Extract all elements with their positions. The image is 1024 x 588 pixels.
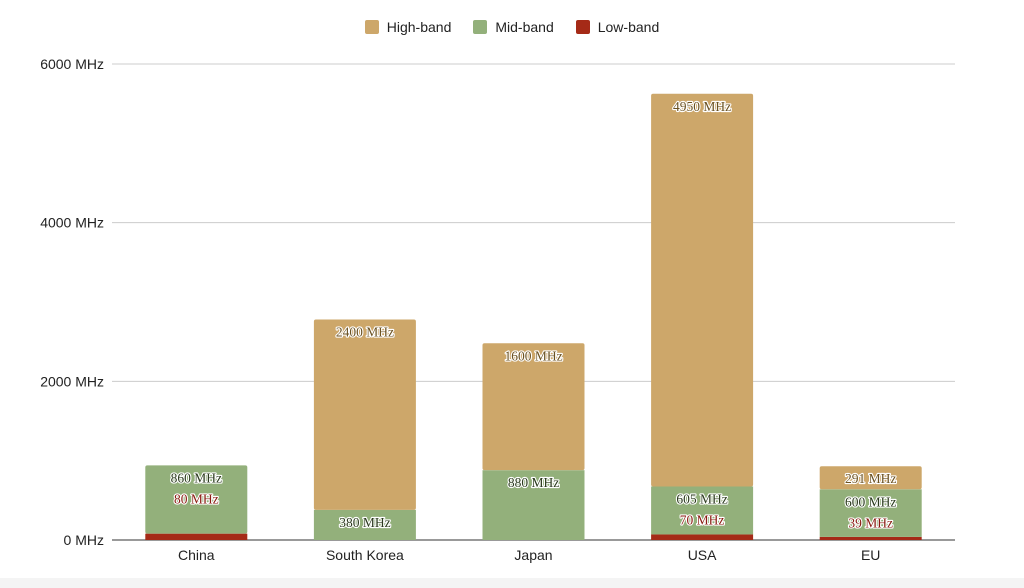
bar-segment-mid-band xyxy=(819,489,922,537)
legend-swatch-low-band xyxy=(575,20,590,34)
data-label-low-band: 70 MHz xyxy=(680,512,725,527)
bar-segment-low-band xyxy=(145,533,248,540)
footer-band xyxy=(0,578,1024,588)
x-tick-label: South Korea xyxy=(326,547,404,563)
bar-segment-high-band xyxy=(313,319,416,510)
chart-legend: High-band Mid-band Low-band xyxy=(0,19,1024,35)
bar-segment-high-band xyxy=(819,466,922,490)
legend-label-low-band: Low-band xyxy=(597,19,660,35)
legend-item-low-band: Low-band xyxy=(575,19,660,35)
x-tick-label: Japan xyxy=(514,547,552,563)
legend-item-mid-band: Mid-band xyxy=(473,19,554,35)
y-tick-label: 2000 MHz xyxy=(40,373,104,389)
data-label-high-band: 2400 MHz xyxy=(336,324,394,339)
data-label-mid-band: 880 MHz xyxy=(508,475,559,490)
legend-label-high-band: High-band xyxy=(386,19,452,35)
bar-segment-mid-band xyxy=(313,509,416,540)
data-label-mid-band: 860 MHz xyxy=(171,470,222,485)
x-tick-label: EU xyxy=(861,547,880,563)
x-tick-label: USA xyxy=(688,547,717,563)
data-label-low-band: 39 MHz xyxy=(848,515,893,530)
legend-item-high-band: High-band xyxy=(364,19,452,35)
bar-segment-mid-band xyxy=(482,470,585,540)
legend-label-mid-band: Mid-band xyxy=(495,19,554,35)
y-tick-label: 6000 MHz xyxy=(40,56,104,72)
data-label-high-band: 4950 MHz xyxy=(673,99,731,114)
bar-segment-low-band xyxy=(651,534,754,540)
data-label-low-band: 80 MHz xyxy=(174,491,219,506)
data-label-high-band: 291 MHz xyxy=(845,471,896,486)
data-label-mid-band: 605 MHz xyxy=(676,491,727,506)
bar-segment-low-band xyxy=(819,536,922,540)
x-tick-label: China xyxy=(178,547,215,563)
data-label-mid-band: 600 MHz xyxy=(845,494,896,509)
legend-swatch-mid-band xyxy=(473,20,488,34)
y-tick-label: 0 MHz xyxy=(64,532,104,548)
bar-segment-mid-band xyxy=(651,486,754,535)
data-label-mid-band: 380 MHz xyxy=(339,515,390,530)
data-label-high-band: 1600 MHz xyxy=(504,348,562,363)
y-tick-label: 4000 MHz xyxy=(40,215,104,231)
bar-segment-mid-band xyxy=(145,465,248,534)
bar-segment-high-band xyxy=(482,343,585,471)
bar-segment-high-band xyxy=(651,93,754,487)
legend-swatch-high-band xyxy=(364,20,379,34)
